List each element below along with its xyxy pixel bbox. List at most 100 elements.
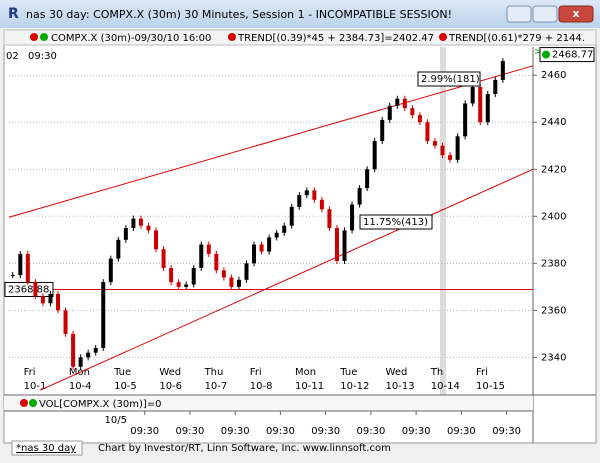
date-label: 10-11 — [295, 381, 324, 392]
candle — [387, 105, 392, 120]
candle — [380, 119, 385, 142]
time-label: 09:30 — [176, 426, 205, 437]
time-label: 09:30 — [492, 426, 521, 437]
date-label: 10-14 — [431, 381, 460, 392]
candle — [395, 98, 400, 106]
time-label: 09:30 — [402, 426, 431, 437]
legend-item: COMPX.X (30m)-09/30/10 16:00 — [51, 33, 211, 44]
annotation-box — [417, 71, 481, 87]
candle — [470, 86, 475, 104]
annotation: 11.75%(413) — [363, 217, 428, 228]
candle — [71, 333, 76, 367]
candle — [25, 253, 30, 283]
candle — [33, 282, 38, 297]
date-label: 10-15 — [476, 381, 505, 392]
candle — [214, 253, 219, 271]
candle — [161, 249, 166, 269]
day-label: Thu — [204, 367, 224, 378]
time-label: 09:30 — [130, 426, 159, 437]
day-label: Mon — [295, 367, 316, 378]
candle — [297, 195, 302, 207]
sheet-tab-label[interactable]: *nas 30 day — [16, 443, 76, 454]
candle — [334, 228, 339, 261]
last-value-dot — [542, 50, 550, 59]
time-label: 09:30 — [221, 426, 250, 437]
day-label: Th — [430, 367, 443, 378]
window-title: nas 30 day: COMPX.X (30m) 30 Minutes, Se… — [26, 8, 452, 21]
candle — [116, 239, 121, 259]
candle — [221, 270, 226, 278]
candle — [440, 145, 445, 156]
candle — [101, 282, 106, 348]
candle — [229, 277, 234, 287]
candle — [342, 230, 347, 261]
date-label: 10-4 — [69, 381, 92, 392]
y-tick-label: 2460 — [541, 70, 566, 81]
time-label: 09:30 — [447, 426, 476, 437]
app-icon: R — [8, 6, 19, 22]
candle — [289, 206, 294, 226]
annotation: 2.99%(181) — [421, 74, 480, 85]
candle — [410, 108, 415, 116]
date-label: 10-8 — [250, 381, 273, 392]
candle — [267, 237, 272, 252]
date-label: 10-13 — [386, 381, 415, 392]
candle — [402, 98, 407, 109]
close-button[interactable] — [558, 5, 594, 23]
candle — [244, 263, 249, 280]
date-label: 10-12 — [340, 381, 369, 392]
y-tick-label: 2380 — [541, 258, 566, 269]
candle — [48, 293, 53, 304]
candle — [432, 141, 437, 146]
label-box — [4, 281, 54, 297]
trend-line — [8, 65, 534, 218]
candle — [108, 258, 113, 283]
minimize-button[interactable] — [506, 5, 532, 23]
candle — [236, 279, 241, 287]
volume-pane — [4, 396, 533, 411]
top-time-label: 02 — [6, 51, 19, 62]
legend-dot — [29, 399, 37, 407]
candle — [18, 253, 23, 276]
date-label: 10-5 — [114, 381, 137, 392]
candle — [500, 61, 505, 80]
hline-label: 2368.88 — [8, 284, 49, 295]
candle — [372, 141, 377, 170]
legend-dot — [40, 33, 48, 41]
candle — [131, 218, 136, 229]
candle — [40, 296, 45, 304]
date-label: 10-7 — [205, 381, 228, 392]
candle — [425, 122, 430, 142]
y-tick-label: 2340 — [541, 352, 566, 363]
candle — [304, 190, 309, 196]
candle — [350, 204, 355, 231]
candle — [327, 209, 332, 229]
candle — [206, 244, 211, 254]
candle — [86, 352, 91, 358]
y-tick-label: 2360 — [541, 305, 566, 316]
last-value-box — [539, 47, 595, 63]
sheet-tab[interactable] — [11, 440, 83, 456]
date-label: 10-6 — [159, 381, 182, 392]
candle — [417, 115, 422, 123]
candle — [448, 155, 453, 160]
y-tick-label: 2400 — [541, 211, 566, 222]
candle — [319, 199, 324, 210]
candle — [154, 230, 159, 250]
candle — [123, 228, 128, 240]
candle — [191, 268, 196, 285]
chart-panel — [3, 29, 597, 444]
day-label: Fri — [24, 367, 36, 378]
trend-line — [39, 168, 534, 391]
candle — [282, 225, 287, 233]
candle — [199, 244, 204, 269]
maximize-button[interactable] — [532, 5, 558, 23]
candle — [365, 169, 370, 189]
top-time-label: 09:30 — [28, 51, 57, 62]
legend-dot — [20, 399, 28, 407]
title-bar — [0, 0, 600, 28]
y-tick-label: 2420 — [541, 164, 566, 175]
last-value: 2468.77 — [552, 50, 593, 61]
candle — [274, 232, 279, 238]
